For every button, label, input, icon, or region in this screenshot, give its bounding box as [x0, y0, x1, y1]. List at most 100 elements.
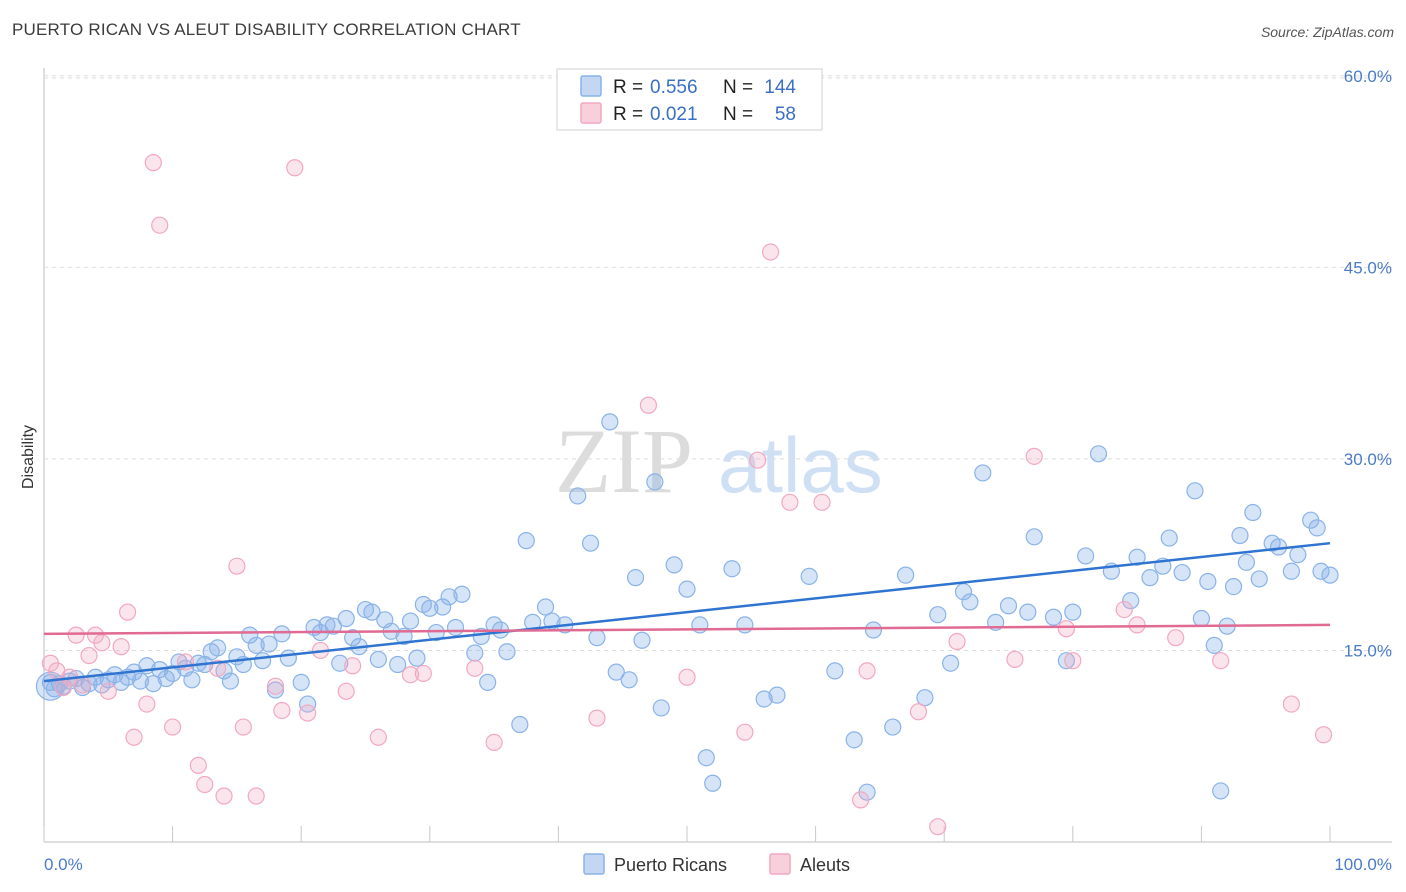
point-puerto-ricans-90	[697, 749, 715, 767]
point-aleuts-21	[215, 787, 233, 805]
point-aleuts-47	[909, 703, 928, 721]
point-aleuts-44	[813, 493, 831, 511]
point-puerto-ricans-141	[1308, 519, 1326, 537]
y-tick-label-60: 60.0%	[1344, 67, 1392, 86]
series-legend: Puerto Ricans Aleuts	[583, 853, 850, 875]
point-aleuts-26	[273, 701, 291, 720]
point-aleuts-34	[414, 664, 432, 683]
point-puerto-ricans-132	[1231, 526, 1249, 545]
y-axis-title: Disability	[20, 425, 37, 489]
point-puerto-ricans-107	[961, 593, 979, 611]
point-puerto-ricans-37	[273, 625, 291, 643]
point-puerto-ricans-142	[1312, 562, 1330, 580]
y-tick-label-45: 45.0%	[1344, 258, 1392, 277]
y-tick-label-15: 15.0%	[1344, 641, 1392, 660]
point-puerto-ricans-88	[678, 580, 696, 598]
x-tick-label-min: 0.0%	[44, 855, 83, 874]
point-puerto-ricans-56	[401, 612, 420, 630]
point-puerto-ricans-44	[324, 617, 342, 635]
point-aleuts-51	[1025, 447, 1043, 465]
point-puerto-ricans-83	[626, 569, 645, 587]
point-puerto-ricans-33	[247, 636, 265, 654]
point-puerto-ricans-120	[1128, 548, 1146, 566]
bottom-legend-swatch-pink	[769, 853, 791, 875]
point-puerto-ricans-104	[929, 606, 947, 624]
point-puerto-ricans-36	[266, 681, 285, 699]
point-puerto-ricans-79	[588, 629, 606, 647]
point-aleuts-4	[67, 626, 85, 644]
point-aleuts-37	[588, 709, 606, 727]
point-aleuts-50	[1006, 650, 1024, 668]
legend-r-label-2: R =	[613, 104, 643, 125]
point-aleuts-35	[466, 659, 484, 677]
point-aleuts-19	[196, 775, 214, 794]
legend-r-value-2: 0.021	[650, 104, 698, 125]
point-puerto-ricans-108	[974, 464, 992, 482]
point-puerto-ricans-91	[704, 774, 722, 792]
point-aleuts-5	[73, 676, 92, 694]
x-ticks	[43, 826, 1331, 842]
point-aleuts-10	[112, 638, 130, 656]
y-tick-labels: 15.0% 30.0% 45.0% 60.0%	[1344, 67, 1392, 661]
point-puerto-ricans-131	[1224, 577, 1243, 596]
legend-n-value-1: 144	[764, 77, 796, 98]
legend-r-value-1: 0.556	[650, 77, 698, 98]
y-tick-label-30: 30.0%	[1344, 450, 1392, 469]
point-puerto-ricans-116	[1077, 547, 1095, 565]
legend-n-value-2: 58	[775, 104, 796, 125]
point-puerto-ricans-70	[498, 643, 516, 661]
point-puerto-ricans-60	[427, 623, 445, 642]
point-puerto-ricans-121	[1141, 569, 1159, 587]
point-puerto-ricans-125	[1186, 482, 1204, 500]
source-credit: Source: ZipAtlas.com	[1260, 24, 1394, 40]
point-aleuts-23	[234, 718, 252, 736]
point-puerto-ricans-64	[453, 585, 471, 603]
point-aleuts-41	[749, 451, 767, 469]
point-puerto-ricans-96	[800, 567, 818, 585]
point-aleuts-46	[858, 662, 876, 680]
series-aleuts	[41, 154, 1333, 836]
point-puerto-ricans-59	[421, 599, 439, 617]
point-aleuts-43	[781, 493, 799, 511]
point-puerto-ricans-84	[633, 631, 651, 649]
point-puerto-ricans-126	[1192, 609, 1211, 628]
bottom-legend-label-pink: Aleuts	[800, 855, 850, 875]
point-aleuts-39	[678, 668, 696, 686]
x-tick-label-max: 100.0%	[1334, 855, 1392, 874]
point-puerto-ricans-92	[723, 560, 741, 578]
point-puerto-ricans-103	[916, 689, 934, 707]
point-puerto-ricans-139	[1289, 546, 1307, 564]
point-puerto-ricans-71	[511, 715, 529, 734]
point-puerto-ricans-57	[408, 649, 426, 667]
point-puerto-ricans-23	[183, 671, 201, 689]
point-puerto-ricans-77	[569, 487, 587, 505]
legend-r-label-1: R =	[613, 77, 643, 98]
point-puerto-ricans-124	[1173, 563, 1191, 582]
point-puerto-ricans-35	[260, 635, 278, 653]
point-puerto-ricans-85	[646, 473, 664, 491]
watermark-zip: ZIP	[555, 410, 693, 512]
point-puerto-ricans-86	[652, 699, 670, 717]
point-puerto-ricans-78	[581, 534, 600, 552]
point-aleuts-6	[80, 646, 98, 665]
bottom-legend-swatch-blue	[583, 853, 605, 875]
point-puerto-ricans-94	[755, 690, 773, 708]
point-aleuts-55	[1128, 616, 1146, 634]
point-puerto-ricans-51	[369, 650, 387, 668]
trend-line-aleuts	[43, 623, 1331, 636]
point-puerto-ricans-40	[299, 695, 317, 713]
point-aleuts-52	[1057, 620, 1075, 638]
point-puerto-ricans-50	[363, 603, 381, 621]
point-puerto-ricans-34	[254, 652, 272, 670]
point-puerto-ricans-66	[472, 627, 490, 646]
point-aleuts-18	[189, 756, 207, 774]
point-aleuts-53	[1064, 652, 1082, 670]
point-puerto-ricans-111	[1019, 603, 1037, 621]
point-aleuts-8	[93, 634, 111, 652]
point-aleuts-16	[164, 718, 182, 736]
point-puerto-ricans-65	[466, 644, 484, 662]
point-puerto-ricans-135	[1250, 570, 1268, 588]
point-puerto-ricans-102	[897, 566, 915, 584]
point-puerto-ricans-81	[607, 663, 625, 681]
point-aleuts-25	[266, 677, 285, 695]
